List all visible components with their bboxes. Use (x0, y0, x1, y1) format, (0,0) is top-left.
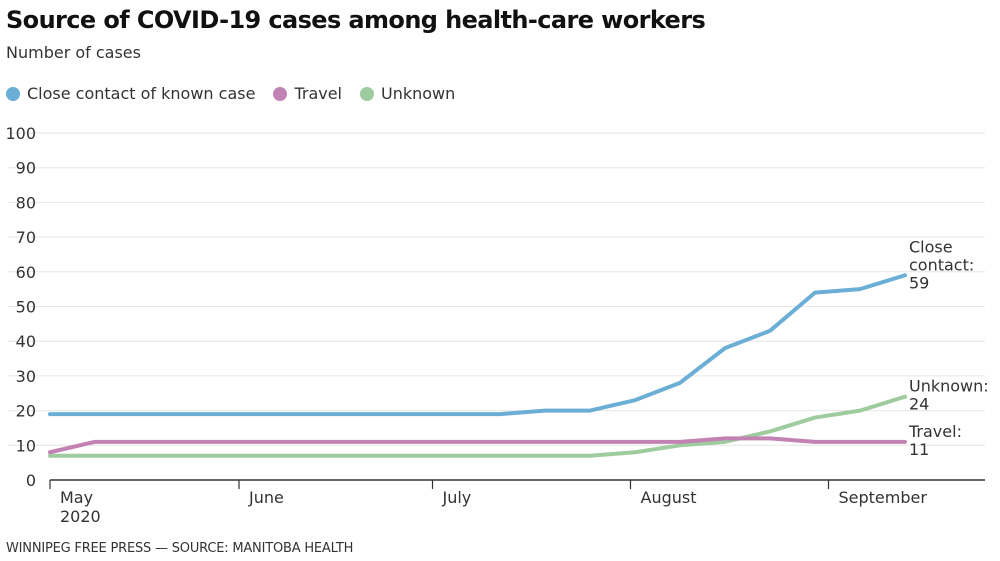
x-tick-label-year: 2020 (60, 507, 101, 526)
end-label-line: 24 (909, 395, 929, 414)
x-tick-label: August (641, 488, 697, 507)
x-tick-label: July (442, 488, 472, 507)
legend-label: Travel (294, 84, 342, 103)
end-label-line: 59 (909, 273, 929, 292)
end-label-line: Unknown: (909, 377, 989, 396)
end-label-line: contact: (909, 255, 974, 274)
legend-dot-icon (273, 86, 288, 101)
x-tick-label: May (60, 488, 93, 507)
legend-item-close-contact: Close contact of known case (6, 84, 255, 103)
y-tick-label: 60 (16, 263, 36, 282)
y-axis-ticks: 0 10 20 30 40 50 60 70 80 90 100 (5, 124, 36, 490)
end-label-line: Travel: (908, 422, 962, 441)
end-label-line: Close (909, 237, 953, 256)
y-tick-label: 0 (26, 471, 36, 490)
legend-item-unknown: Unknown (360, 84, 455, 103)
legend-dot-icon (6, 86, 20, 101)
source-credit: WINNIPEG FREE PRESS — SOURCE: MANITOBA H… (6, 541, 354, 556)
y-tick-label: 70 (16, 228, 36, 247)
series-lines (48, 273, 907, 458)
legend-dot-icon (360, 86, 374, 101)
y-tick-label: 50 (16, 298, 36, 317)
y-tick-label: 20 (16, 402, 36, 421)
y-tick-label: 90 (16, 159, 36, 178)
x-tick-label: September (839, 488, 928, 507)
legend-label: Unknown (381, 84, 456, 103)
legend-label: Close contact of known case (27, 84, 256, 103)
series-line-unknown (48, 394, 907, 458)
y-tick-label: 30 (16, 367, 36, 386)
chart-title: Source of COVID-19 cases among health-ca… (6, 6, 706, 34)
series-line-travel (48, 436, 907, 455)
legend: Close contact of known case Travel Unkno… (6, 84, 473, 103)
y-tick-label: 10 (16, 436, 36, 455)
end-label-line: 11 (909, 440, 929, 459)
y-tick-label: 80 (16, 193, 36, 212)
series-line-close-contact-of-known-case (48, 273, 907, 417)
gridlines (8, 132, 985, 446)
legend-item-travel: Travel (273, 84, 342, 103)
x-tick-label: June (248, 488, 284, 507)
chart-subtitle: Number of cases (6, 43, 141, 62)
y-tick-label: 40 (16, 332, 36, 351)
y-tick-label: 100 (5, 124, 36, 143)
